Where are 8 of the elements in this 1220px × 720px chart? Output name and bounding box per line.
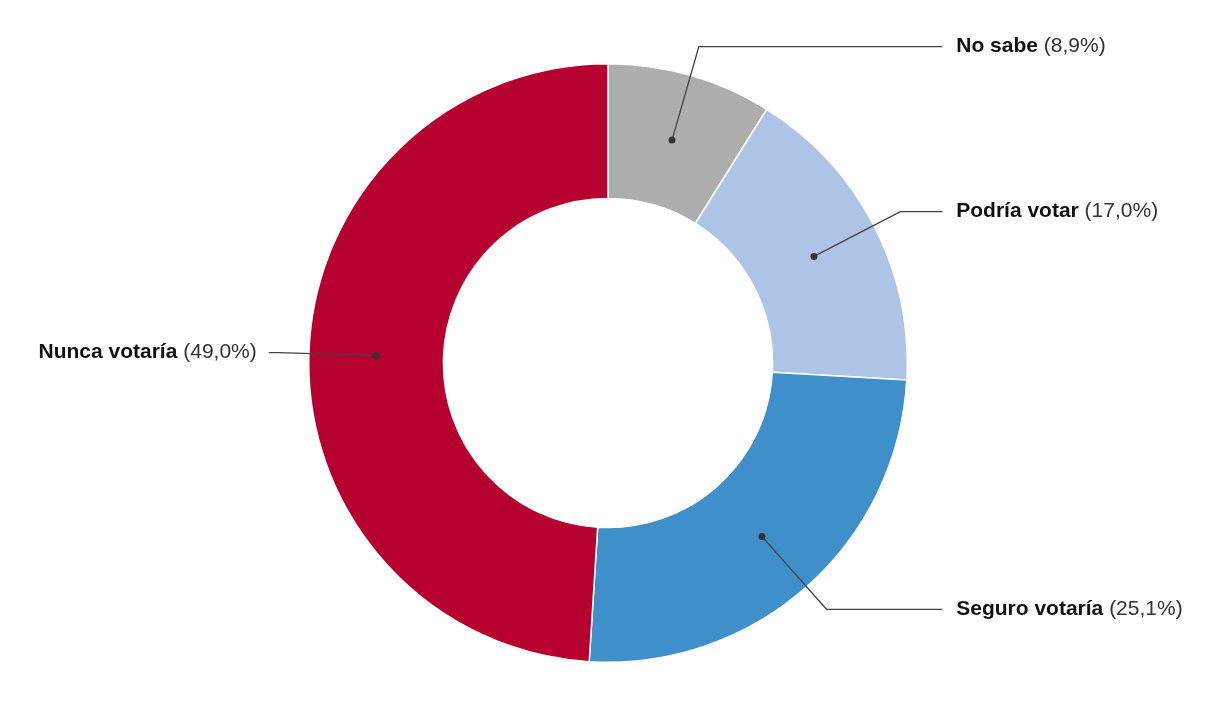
slice-label: Nunca votaría (38, 339, 178, 363)
data-label: (25,1%) (1103, 596, 1183, 620)
data-label: (8,9%) (1037, 33, 1106, 57)
slice-label: Seguro votaría (956, 596, 1104, 620)
data-label: (49,0%) (177, 339, 257, 363)
slice-label: Podría votar (956, 198, 1079, 222)
data-label: (17,0%) (1078, 198, 1159, 222)
slice-label: No sabe (956, 33, 1038, 57)
